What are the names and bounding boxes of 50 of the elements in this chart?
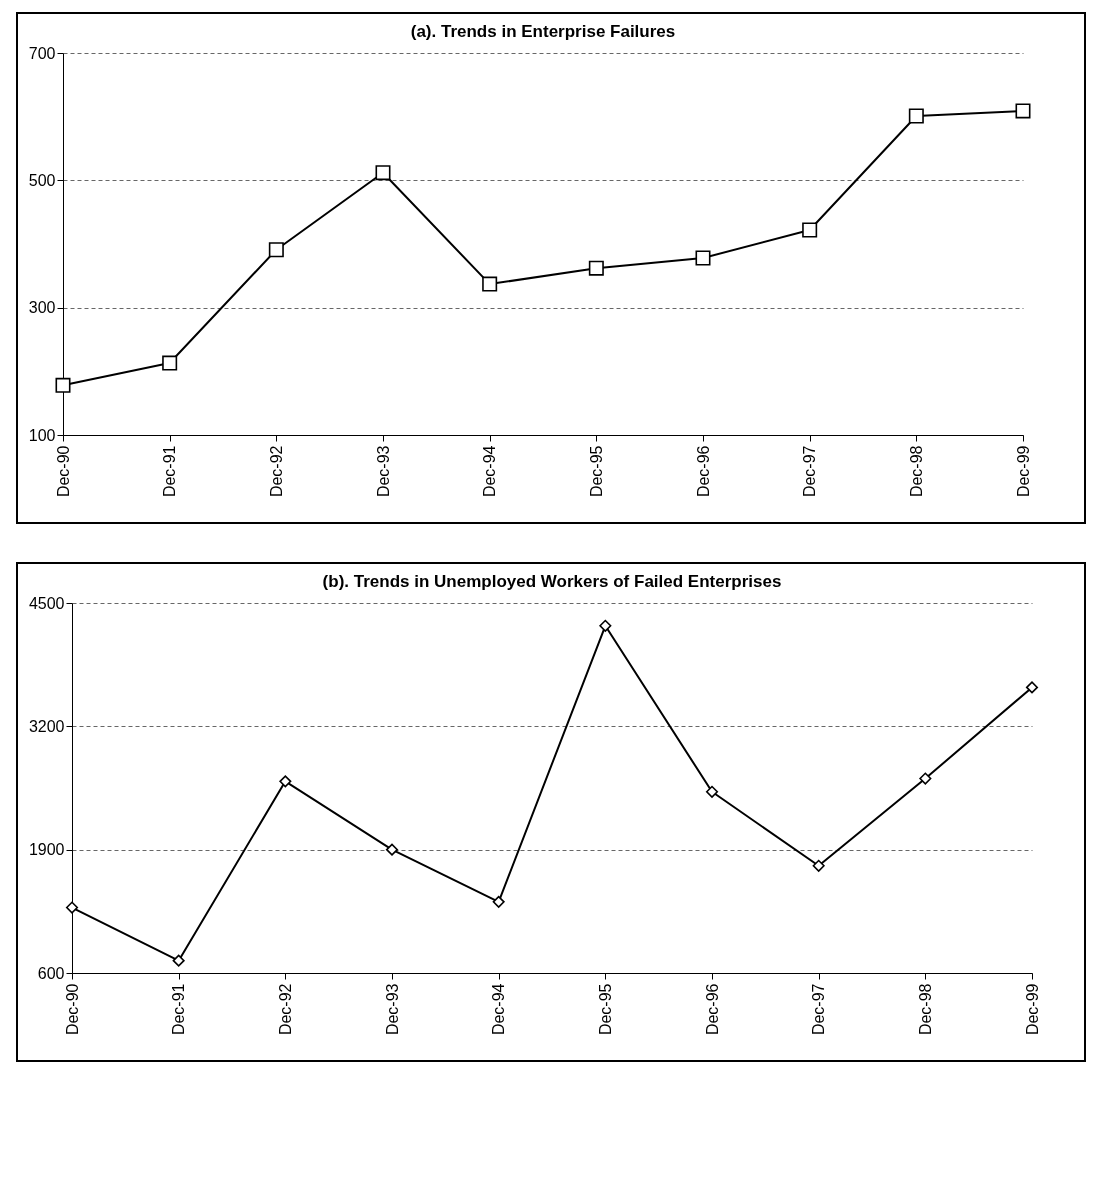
x-tick-label: Dec-94 <box>481 445 499 498</box>
point <box>1025 681 1039 694</box>
x-tick-label: Dec-92 <box>276 983 294 1036</box>
point <box>908 108 924 124</box>
y-tick-label: 1900 <box>28 841 65 859</box>
y-tick-label: 700 <box>28 44 56 62</box>
point <box>65 901 79 914</box>
y-tick-label: 4500 <box>28 594 65 612</box>
x-tick-label: Dec-93 <box>383 983 401 1036</box>
x-tick-label: Dec-92 <box>267 445 285 498</box>
point <box>279 775 292 788</box>
point <box>172 954 185 967</box>
point <box>588 260 604 276</box>
point <box>375 165 391 181</box>
point <box>705 785 719 798</box>
x-tick-label: Dec-90 <box>54 445 72 498</box>
x-tick-label: Dec-94 <box>490 983 508 1036</box>
chart-title: (a). Trends in Enterprise Failures <box>410 22 676 41</box>
point <box>492 895 505 908</box>
y-tick-label: 300 <box>28 299 56 317</box>
x-tick-label: Dec-98 <box>916 983 934 1036</box>
point <box>599 619 612 632</box>
point <box>482 276 498 292</box>
x-tick-label: Dec-95 <box>596 983 614 1036</box>
x-tick-label: Dec-90 <box>63 983 81 1036</box>
point <box>385 843 399 856</box>
x-tick-label: Dec-99 <box>1014 445 1032 498</box>
x-tick-label: Dec-96 <box>703 983 721 1036</box>
x-tick-label: Dec-98 <box>907 445 925 498</box>
y-tick-label: 3200 <box>28 717 65 735</box>
point <box>802 222 818 238</box>
y-tick-label: 600 <box>37 964 65 982</box>
x-tick-label: Dec-96 <box>694 445 712 498</box>
x-tick-label: Dec-99 <box>1023 983 1041 1036</box>
chart-title: (b). Trends in Unemployed Workers of Failed Enterprises <box>322 572 782 591</box>
point <box>919 772 932 785</box>
point <box>695 250 711 266</box>
x-tick-label: Dec-97 <box>801 445 819 498</box>
x-tick-label: Dec-91 <box>170 983 188 1036</box>
x-tick-label: Dec-97 <box>810 983 828 1036</box>
point <box>162 355 178 371</box>
x-tick-label: Dec-95 <box>587 445 605 498</box>
point <box>55 377 71 393</box>
point <box>1015 103 1031 119</box>
x-tick-label: Dec-93 <box>374 445 392 498</box>
y-tick-label: 500 <box>28 171 56 189</box>
y-tick-label: 100 <box>28 426 56 444</box>
x-tick-label: Dec-91 <box>161 445 179 498</box>
point <box>268 242 284 258</box>
point <box>812 859 825 872</box>
